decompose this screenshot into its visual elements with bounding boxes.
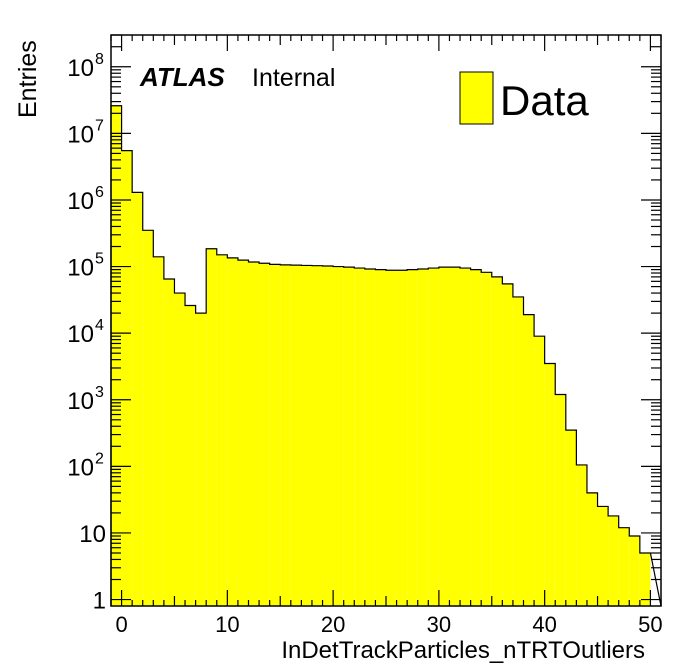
histogram-bar	[565, 430, 577, 606]
histogram-bar	[163, 279, 175, 606]
histogram-bars	[110, 105, 662, 607]
histogram-bar	[639, 552, 651, 606]
histogram-bar	[618, 527, 630, 606]
histogram-bar	[354, 268, 365, 606]
y-tick-label: 10	[67, 121, 94, 148]
histogram-bar	[407, 269, 418, 606]
y-tick-label-exponent: 8	[95, 51, 104, 68]
histogram-bar	[237, 260, 249, 606]
histogram-bar	[534, 336, 545, 606]
histogram-bar	[460, 268, 471, 606]
histogram-bar	[174, 293, 186, 606]
histogram-bar	[523, 314, 535, 606]
histogram-bar	[438, 267, 450, 606]
y-tick-label-exponent: 2	[95, 450, 104, 467]
histogram-bar	[555, 394, 566, 606]
histogram-bar	[417, 268, 429, 606]
histogram-bar	[333, 266, 344, 606]
histogram-bar	[428, 268, 439, 606]
histogram-bar	[386, 270, 397, 606]
histogram-bar	[311, 265, 323, 606]
histogram-bar	[629, 535, 640, 606]
histogram-bar	[248, 262, 260, 606]
histogram-bar	[142, 230, 154, 606]
y-tick-label: 10	[67, 55, 94, 82]
x-tick-label: 10	[215, 612, 239, 637]
histogram-bar	[111, 105, 122, 606]
y-tick-label: 10	[79, 521, 106, 548]
axis-ticks	[110, 34, 662, 606]
histogram-bar	[206, 248, 217, 606]
y-tick-label-exponent: 6	[95, 184, 104, 201]
y-tick-label: 10	[67, 188, 94, 215]
y-tick-label: 10	[67, 321, 94, 348]
y-tick-label-exponent: 3	[95, 384, 104, 401]
histogram-bar	[396, 270, 408, 606]
histogram-bar	[343, 267, 355, 606]
histogram-bar	[185, 305, 196, 606]
x-tick-label: 20	[321, 612, 345, 637]
histogram-bar	[502, 283, 513, 606]
y-tick-label: 1	[93, 588, 106, 615]
histogram-bar	[512, 296, 524, 606]
legend-entry-label: Data	[500, 77, 589, 124]
histogram-bar	[491, 276, 503, 606]
histogram-bar	[195, 313, 207, 606]
histogram-outline	[110, 105, 662, 607]
histogram-bar	[216, 254, 228, 607]
y-tick-label-exponent: 4	[95, 317, 104, 334]
x-tick-label: 30	[427, 612, 451, 637]
histogram-bar	[322, 265, 334, 606]
legend: Data	[459, 71, 589, 125]
y-tick-label: 10	[67, 388, 94, 415]
histogram-bar	[544, 363, 556, 606]
y-tick-label-exponent: 7	[95, 117, 104, 134]
histogram-bar	[290, 265, 302, 606]
x-tick-label: 50	[638, 612, 662, 637]
atlas-label-bold: ATLAS	[139, 62, 225, 92]
histogram-bar	[597, 506, 609, 606]
histogram-bar	[449, 267, 461, 606]
histogram-bar	[121, 150, 133, 607]
histogram-bar	[280, 264, 291, 606]
atlas-label-internal: Internal	[252, 64, 335, 92]
atlas-label: ATLAS Internal	[139, 62, 335, 92]
histogram-bar	[586, 492, 598, 606]
histogram-bar	[608, 515, 619, 606]
histogram-bar	[132, 192, 143, 606]
histogram-bar	[481, 272, 492, 606]
histogram-bar	[364, 268, 376, 606]
histogram-bar	[227, 257, 238, 606]
legend-swatch	[459, 71, 494, 125]
x-tick-label: 40	[532, 612, 556, 637]
x-tick-labels: 0 10 20 30 40 50	[115, 612, 662, 637]
histogram-bar	[153, 256, 164, 606]
x-tick-label: 0	[115, 612, 127, 637]
histogram-bar	[470, 269, 482, 606]
histogram-bar	[301, 265, 312, 606]
histogram-bar	[269, 264, 281, 606]
histogram-bar	[576, 464, 587, 606]
y-axis-label: Entries	[14, 40, 42, 118]
histogram-bar	[375, 269, 386, 606]
histogram-bar	[259, 263, 270, 606]
y-tick-label-exponent: 5	[95, 251, 104, 268]
y-tick-label: 10	[67, 255, 94, 282]
y-tick-label: 10	[67, 454, 94, 481]
x-axis-label: InDetTrackParticles_nTRTOutliers	[281, 637, 645, 664]
